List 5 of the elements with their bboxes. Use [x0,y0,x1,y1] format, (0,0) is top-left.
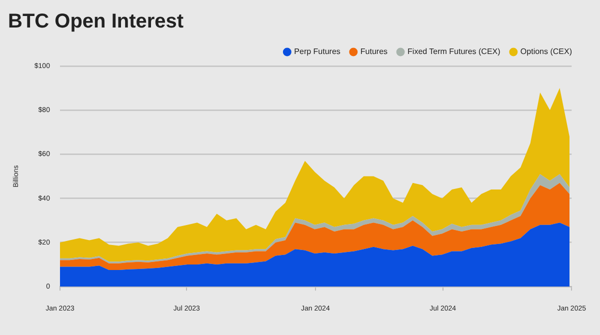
legend-label: Fixed Term Futures (CEX) [408,47,501,56]
legend-label: Futures [360,47,388,56]
legend-label: Options (CEX) [520,47,572,56]
legend-label: Perp Futures [294,47,340,56]
chart-title: BTC Open Interest [8,10,184,33]
